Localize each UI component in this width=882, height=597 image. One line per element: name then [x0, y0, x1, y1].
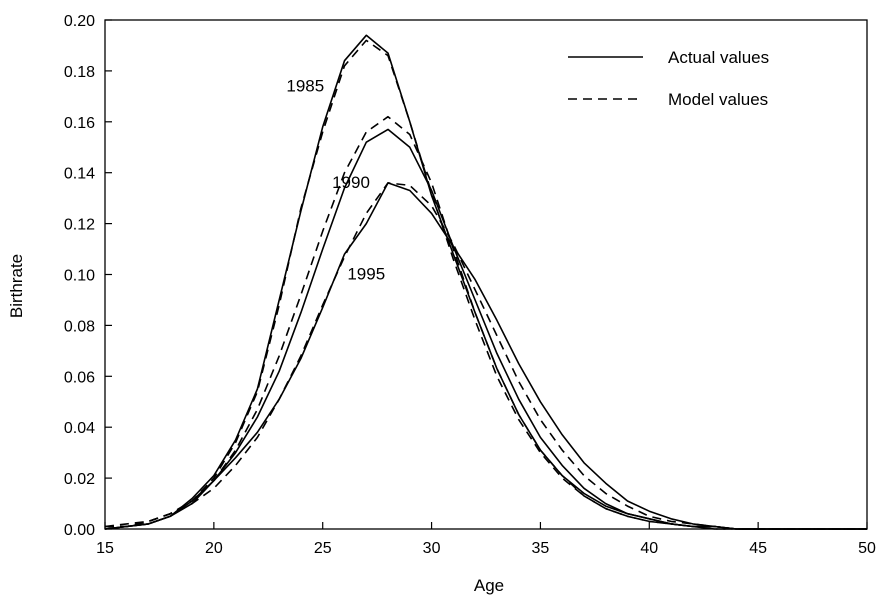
legend-label-model: Model values: [668, 90, 768, 109]
y-tick-label: 0.20: [64, 13, 95, 30]
annotations-group: 1985 1990 1995: [286, 76, 385, 283]
y-tick-label: 0.18: [64, 64, 95, 81]
axes-group: 15 20 25 30 35 40 45 50 0.00 0.02 0.04 0.06 0.08 0.10…: [64, 13, 876, 557]
y-tick-label: 0.12: [64, 217, 95, 234]
series-line-1995-model: [105, 182, 867, 530]
y-tick-label: 0.02: [64, 471, 95, 488]
annotation-label-1985: 1985: [286, 76, 324, 95]
x-axis-title: Age: [474, 576, 504, 595]
y-tick-label: 0.14: [64, 166, 95, 183]
y-tick-label: 0.16: [64, 115, 95, 132]
series-line-1995-actual: [104, 182, 867, 530]
x-tick-label: 15: [96, 540, 114, 557]
y-axis-title: Birthrate: [7, 254, 26, 318]
annotation-label-1995: 1995: [347, 265, 385, 284]
series-group: [104, 34, 867, 530]
legend-label-actual: Actual values: [668, 48, 769, 67]
x-tick-label: 30: [423, 540, 441, 557]
series-line-1990-actual: [104, 128, 867, 530]
y-tick-label: 0.04: [64, 420, 95, 437]
x-tick-label: 50: [858, 540, 876, 557]
y-tick-label: 0.10: [64, 268, 95, 285]
series-line-1985-model: [104, 39, 867, 530]
annotation-label-1990: 1990: [332, 173, 370, 192]
x-tick-label: 25: [314, 540, 332, 557]
x-tick-label: 45: [749, 540, 767, 557]
x-tick-label: 20: [205, 540, 223, 557]
x-tick-label: 40: [640, 540, 658, 557]
y-tick-label: 0.06: [64, 369, 95, 386]
y-tick-label: 0.08: [64, 318, 95, 335]
series-line-1985-actual: [104, 34, 867, 530]
legend: Actual values Model values: [568, 48, 769, 109]
y-tick-label: 0.00: [64, 522, 95, 539]
x-tick-label: 35: [532, 540, 550, 557]
